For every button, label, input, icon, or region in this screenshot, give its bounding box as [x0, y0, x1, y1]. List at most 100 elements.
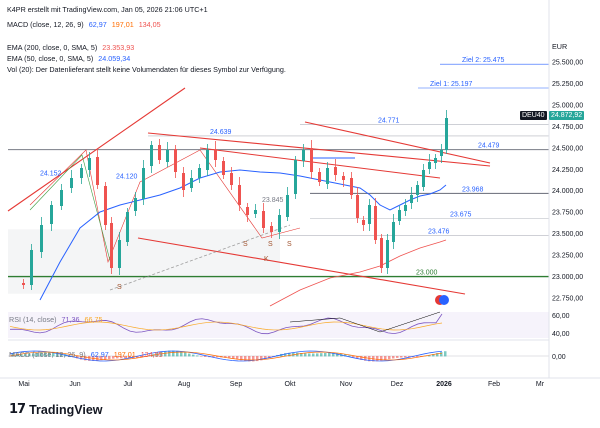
- x-tick-label: Okt: [285, 381, 296, 388]
- macd-histogram-bar: [284, 353, 287, 357]
- candle-body: [368, 205, 371, 224]
- candle-body: [310, 148, 313, 172]
- macd-histogram-bar: [180, 351, 183, 357]
- candle-body: [262, 211, 265, 228]
- rsi-axis-label: 60,00: [552, 313, 570, 320]
- dashed-support-line: [109, 224, 291, 291]
- macd-histogram-bar: [172, 350, 175, 357]
- macd-histogram-bar: [408, 356, 411, 358]
- candle-body: [362, 220, 365, 225]
- x-tick-label: Feb: [488, 381, 500, 388]
- candle-body: [270, 226, 273, 232]
- tradingview-brand[interactable]: 17 TradingView: [9, 402, 103, 417]
- candle-body: [158, 145, 161, 160]
- macd-histogram-bar: [264, 356, 267, 360]
- macd-pane-legend[interactable]: MACD (close, 12, 26, 9) 62,97 197,01 134…: [9, 350, 163, 359]
- macd-histogram-bar: [228, 356, 231, 359]
- candle-body: [254, 210, 257, 214]
- y-tick-label: 25.250,00: [552, 81, 583, 88]
- macd-histogram-bar: [384, 356, 387, 360]
- candle-body: [40, 225, 43, 252]
- macd-histogram-bar: [240, 356, 243, 361]
- candle-body: [142, 168, 145, 199]
- macd-histogram-bar: [204, 356, 207, 357]
- macd-histogram-bar: [380, 356, 383, 361]
- y-tick-label: 23.250,00: [552, 253, 583, 260]
- ema50-legend-value: 24.059,34: [98, 54, 131, 63]
- level-label: 23.000: [416, 270, 438, 277]
- macd-histogram-bar: [312, 353, 315, 357]
- macd-legend-value-2: 197,01: [111, 20, 134, 29]
- y-tick-label: 24.750,00: [552, 124, 583, 131]
- candle-body: [416, 185, 419, 195]
- rsi-legend[interactable]: RSI (14, close) 71,36 66,75: [9, 315, 103, 324]
- candle-body: [380, 238, 383, 268]
- macd-histogram-bar: [388, 356, 391, 360]
- rsi-line: [9, 313, 443, 335]
- candle-body: [206, 150, 209, 170]
- macd-histogram-bar: [232, 356, 235, 359]
- candle-body: [398, 210, 401, 221]
- rsi-ma-line: [9, 321, 443, 331]
- macd-histogram-bar: [32, 353, 35, 357]
- pattern-mark: S: [117, 284, 122, 291]
- macd-histogram-bar: [348, 355, 351, 357]
- y-tick-label: 22.750,00: [552, 296, 583, 303]
- descending-bottom-line: [137, 237, 466, 295]
- macd-histogram-bar: [52, 351, 55, 357]
- macd-histogram-bar: [376, 356, 379, 362]
- chart-axes: 25.500,00 25.250,00 25.000,00 24.750,00 24.5…: [0, 0, 600, 388]
- candle-body: [70, 178, 73, 188]
- macd-histogram-bar: [24, 353, 27, 357]
- candle-body: [214, 149, 217, 160]
- pattern-zigzag: [29, 149, 301, 264]
- candle-body: [294, 160, 297, 194]
- level-label: 24.120: [116, 173, 138, 180]
- level-label: Ziel 2: 25.475: [462, 57, 505, 64]
- candle-body: [356, 195, 359, 218]
- candle-body: [166, 150, 169, 162]
- volume-legend: Vol (20): Der Datenlieferant stellt kein…: [7, 65, 286, 74]
- candle-body: [230, 173, 233, 185]
- chart-annotations: Ziel 2: 25.475 Ziel 1: 25.197 24.771 24.639…: [40, 57, 505, 305]
- macd-legend-value-1: 62,97: [88, 20, 107, 29]
- symbol-tag: DEU40: [520, 111, 547, 120]
- macd-histogram-bar: [268, 356, 271, 359]
- macd-histogram-bar: [440, 352, 443, 357]
- macd-histogram-bar: [136, 356, 139, 359]
- macd-histogram-bar: [40, 352, 43, 357]
- macd-histogram-bar: [168, 350, 171, 357]
- ema50-legend[interactable]: EMA (50, close, 0, SMA, 5) 24.059,34: [7, 54, 130, 63]
- event-marker-icon-2: [439, 295, 449, 305]
- y-tick-label: 23.500,00: [552, 231, 583, 238]
- macd-histogram-bar: [80, 356, 83, 360]
- candle-body: [150, 145, 153, 166]
- macd-histogram-bar: [244, 356, 247, 361]
- candle-body: [104, 186, 107, 225]
- candle-body: [410, 195, 413, 203]
- macd-histogram-bar: [200, 356, 203, 357]
- macd-histogram-bar: [344, 354, 347, 357]
- macd-legend[interactable]: MACD (close, 12, 26, 9) 62,97 197,01 134…: [7, 20, 161, 29]
- macd-histogram-bar: [96, 356, 99, 361]
- candle-body: [386, 240, 389, 268]
- ema200-legend[interactable]: EMA (200, close, 0, SMA, 5) 23.353,93: [7, 43, 134, 52]
- candle-body: [440, 150, 443, 156]
- candle-body: [392, 222, 395, 242]
- brand-text: TradingView: [29, 402, 103, 417]
- macd-legend-label: MACD (close, 12, 26, 9): [7, 20, 84, 29]
- macd-axis-label: 0,00: [552, 354, 566, 361]
- macd-histogram-bar: [336, 352, 339, 357]
- level-label: 24.152: [40, 171, 62, 178]
- macd-histogram-bar: [328, 352, 331, 357]
- macd-histogram-bar: [212, 356, 215, 358]
- candle-body: [326, 168, 329, 184]
- ema50-line: [39, 169, 447, 301]
- rsi-axis-label: 40,00: [552, 331, 570, 338]
- y-tick-label: 25.500,00: [552, 60, 583, 67]
- y-tick-label: 23.000,00: [552, 274, 583, 281]
- rsi-value-1: 71,36: [61, 315, 80, 324]
- rsi-legend-label: RSI (14, close): [9, 315, 57, 324]
- candle-body: [428, 162, 431, 169]
